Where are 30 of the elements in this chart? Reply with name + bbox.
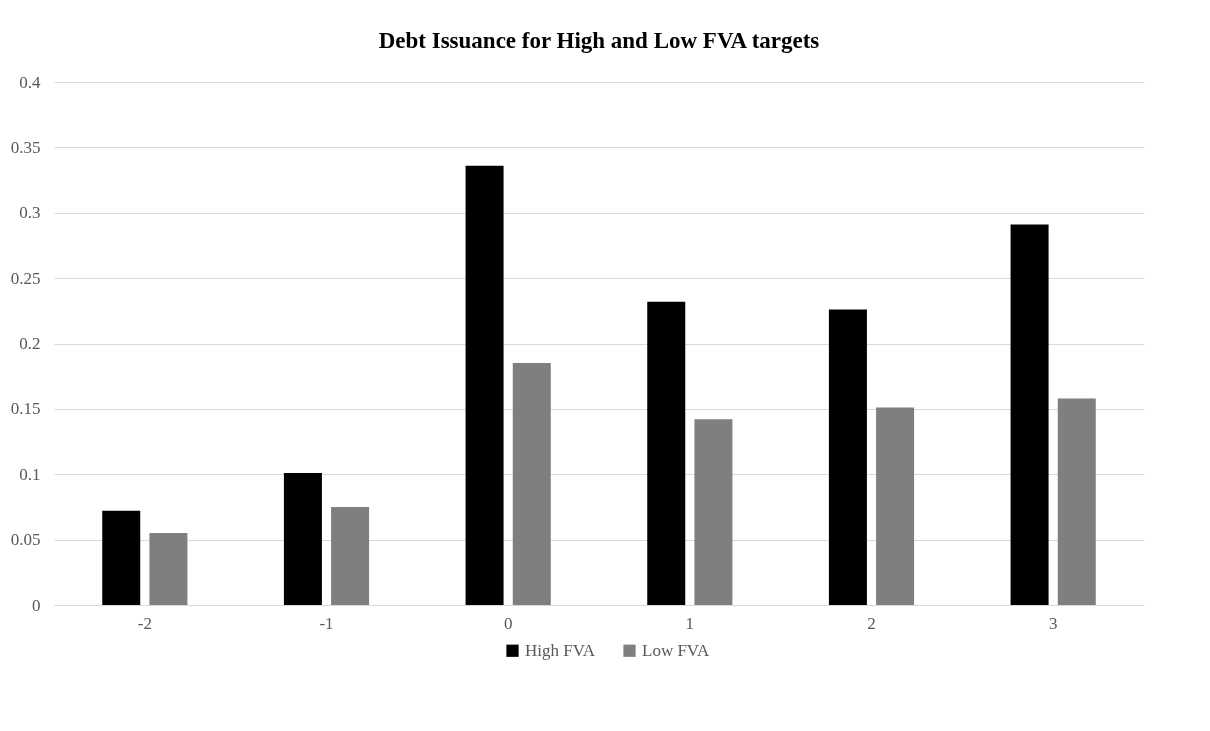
y-tick-label: 0.4	[19, 72, 41, 92]
y-tick-label: 0	[32, 595, 41, 615]
bar	[102, 510, 141, 605]
legend-label: High FVA	[525, 640, 596, 660]
x-tick-label: 0	[503, 613, 513, 633]
x-tick-label: 2	[867, 613, 876, 633]
bar	[1057, 398, 1096, 605]
bar	[647, 301, 686, 605]
bar	[876, 407, 915, 605]
bar	[149, 533, 188, 605]
bar	[694, 419, 733, 605]
y-tick-label: 0.3	[19, 203, 41, 223]
bar	[465, 165, 504, 605]
y-tick-label: 0.15	[10, 399, 41, 419]
x-tick-label: 1	[685, 613, 695, 633]
bar	[512, 363, 551, 605]
y-tick-label: 0.35	[10, 137, 41, 157]
bar	[331, 506, 370, 605]
bar	[1010, 224, 1049, 605]
y-tick-label: 0.2	[19, 334, 41, 353]
legend-label: Low FVA	[642, 640, 710, 660]
y-tick-label: 0.1	[19, 464, 41, 484]
bar	[828, 309, 867, 605]
x-tick-label: 3	[1048, 613, 1058, 633]
y-tick-label: 0.05	[10, 530, 41, 550]
chart-title: Debt Issuance for High and Low FVA targets	[378, 28, 820, 53]
x-tick-label: -1	[319, 613, 334, 633]
x-tick-label: -2	[137, 613, 152, 633]
bar	[283, 472, 322, 605]
y-tick-label: 0.25	[10, 268, 41, 288]
